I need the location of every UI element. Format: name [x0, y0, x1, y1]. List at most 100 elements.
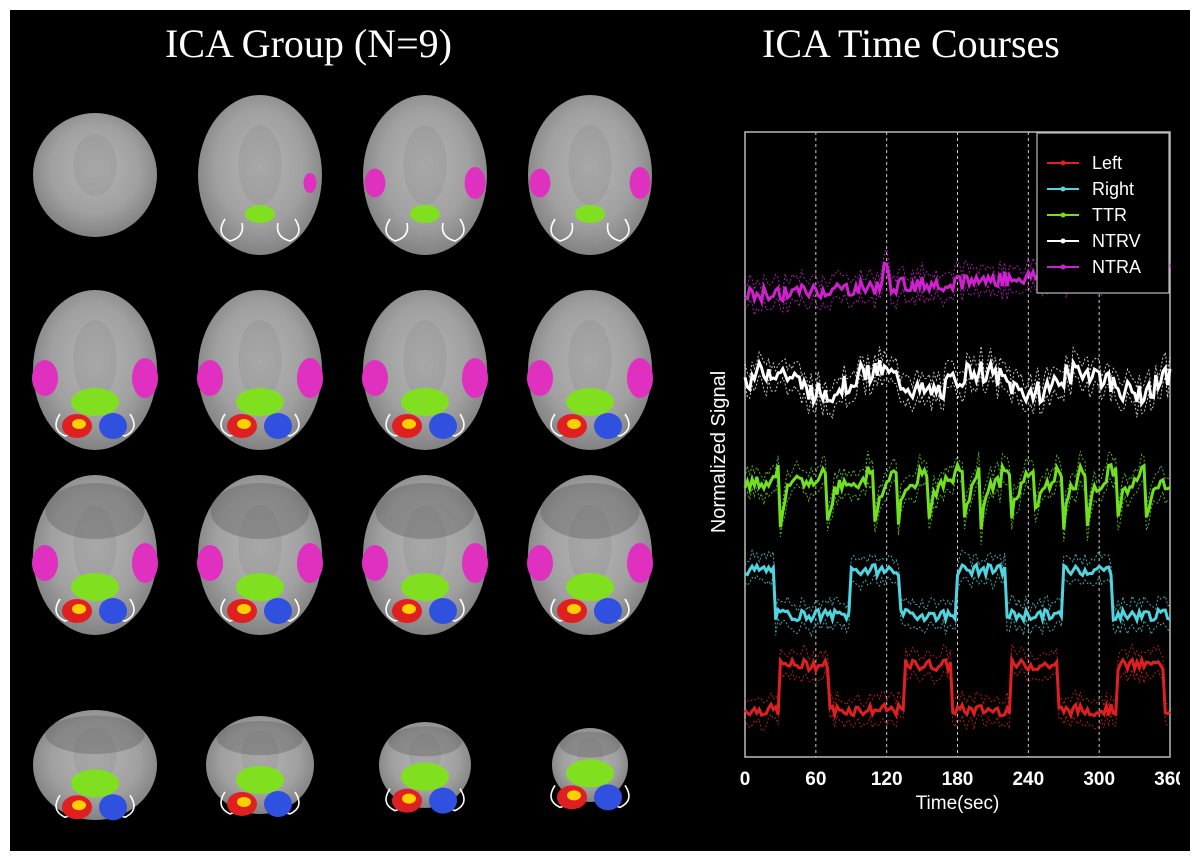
series-line-ntrv — [743, 357, 1172, 408]
x-tick-label: 360 — [1154, 769, 1180, 790]
ntra-blob — [362, 545, 388, 581]
ttr-blob — [236, 765, 284, 794]
right-blob — [594, 598, 622, 624]
ntrv-outline — [441, 218, 465, 242]
series-ci-lower — [744, 475, 1171, 545]
ntra-blob — [362, 360, 388, 396]
brain-slice — [363, 95, 487, 255]
right-blob — [264, 413, 292, 439]
ttr-blob — [401, 762, 449, 791]
figure-panel: ICA Group (N=9) ICA Time Courses Left Rig… — [10, 10, 1190, 851]
ttr-blob — [410, 205, 440, 223]
brain-slice — [362, 475, 488, 635]
ttr-blob — [401, 388, 449, 416]
ntrv-outline — [606, 218, 630, 242]
series-ci-lower — [744, 370, 1171, 420]
ntra-blob — [297, 358, 323, 398]
right-blob — [594, 413, 622, 439]
ttr-blob — [566, 573, 614, 601]
ntra-blob — [132, 543, 158, 583]
brain-slice — [33, 113, 157, 237]
brain-slice — [198, 95, 322, 255]
x-axis-label: Time(sec) — [916, 793, 1000, 814]
legend-label: TTR — [1092, 205, 1127, 225]
right-panel-title: ICA Time Courses — [762, 21, 1060, 66]
ntra-blob — [197, 360, 223, 396]
ntra-blob — [297, 543, 323, 583]
left-blob-core — [402, 419, 416, 429]
brain-slice — [33, 710, 157, 821]
left-blob-core — [237, 419, 251, 429]
brain-slice — [550, 728, 630, 811]
ntra-blob — [364, 168, 386, 198]
x-tick-label: 300 — [1083, 769, 1115, 790]
brain-slice — [527, 290, 653, 450]
ntra-blob — [627, 358, 653, 398]
ttr-blob — [71, 573, 119, 601]
ttr-blob — [566, 388, 614, 416]
left-blob-core — [72, 419, 86, 429]
left-blob-core — [72, 800, 86, 811]
ntra-blob — [462, 358, 488, 398]
x-tick-label: 60 — [805, 769, 826, 790]
brain-slice — [527, 475, 653, 635]
ntra-blob — [529, 168, 551, 198]
left-blob-core — [402, 793, 416, 804]
series-ci-upper — [744, 247, 1171, 293]
brain-slice — [362, 290, 488, 450]
ttr-blob — [575, 205, 605, 223]
left-blob-core — [402, 604, 416, 614]
series-ci-upper — [744, 548, 1171, 613]
legend-label: Right — [1092, 179, 1134, 199]
ntra-blob — [462, 543, 488, 583]
series-ci-lower — [744, 572, 1171, 638]
series-ci-upper — [744, 642, 1171, 707]
ttr-blob — [71, 388, 119, 416]
ntra-blob — [132, 358, 158, 398]
ttr-blob — [71, 769, 119, 798]
left-blob-core — [72, 604, 86, 614]
ntra-blob — [32, 360, 58, 396]
ntra-blob — [527, 360, 553, 396]
brain-slice — [32, 475, 158, 635]
right-blob — [99, 598, 127, 624]
right-blob — [99, 413, 127, 439]
legend-label: NTRA — [1092, 257, 1141, 277]
left-blob-core — [567, 419, 581, 429]
right-blob — [594, 784, 622, 811]
legend-label: Left — [1092, 153, 1122, 173]
right-blob — [429, 598, 457, 624]
ntrv-outline — [276, 218, 300, 242]
brain-slice — [197, 290, 323, 450]
right-blob — [429, 413, 457, 439]
brain-slice — [206, 716, 314, 817]
ntra-blob — [197, 545, 223, 581]
left-blob-core — [567, 604, 581, 614]
left-blob-core — [237, 604, 251, 614]
ntrv-outline — [385, 218, 409, 242]
x-tick-label: 180 — [942, 769, 974, 790]
ttr-blob — [245, 205, 275, 223]
ttr-blob — [566, 759, 614, 788]
right-blob — [429, 787, 457, 814]
ntra-blob — [303, 173, 317, 193]
left-blob-core — [567, 790, 581, 801]
series-ci-lower — [744, 667, 1171, 732]
right-blob — [99, 794, 127, 821]
brain-slice — [197, 475, 323, 635]
brain-slice — [32, 290, 158, 450]
x-tick-label: 120 — [871, 769, 903, 790]
series-line-right — [744, 561, 1171, 626]
legend-label: NTRV — [1092, 231, 1141, 251]
ntrv-outline — [550, 218, 574, 242]
ntra-blob — [32, 545, 58, 581]
right-blob — [264, 790, 292, 817]
ttr-blob — [236, 573, 284, 601]
brain-slice — [528, 95, 652, 255]
ntra-blob — [464, 167, 486, 199]
brain-slice-grid — [32, 95, 653, 821]
x-tick-label: 0 — [740, 769, 751, 790]
series-line-ttr — [743, 460, 1171, 530]
x-tick-label: 240 — [1012, 769, 1044, 790]
